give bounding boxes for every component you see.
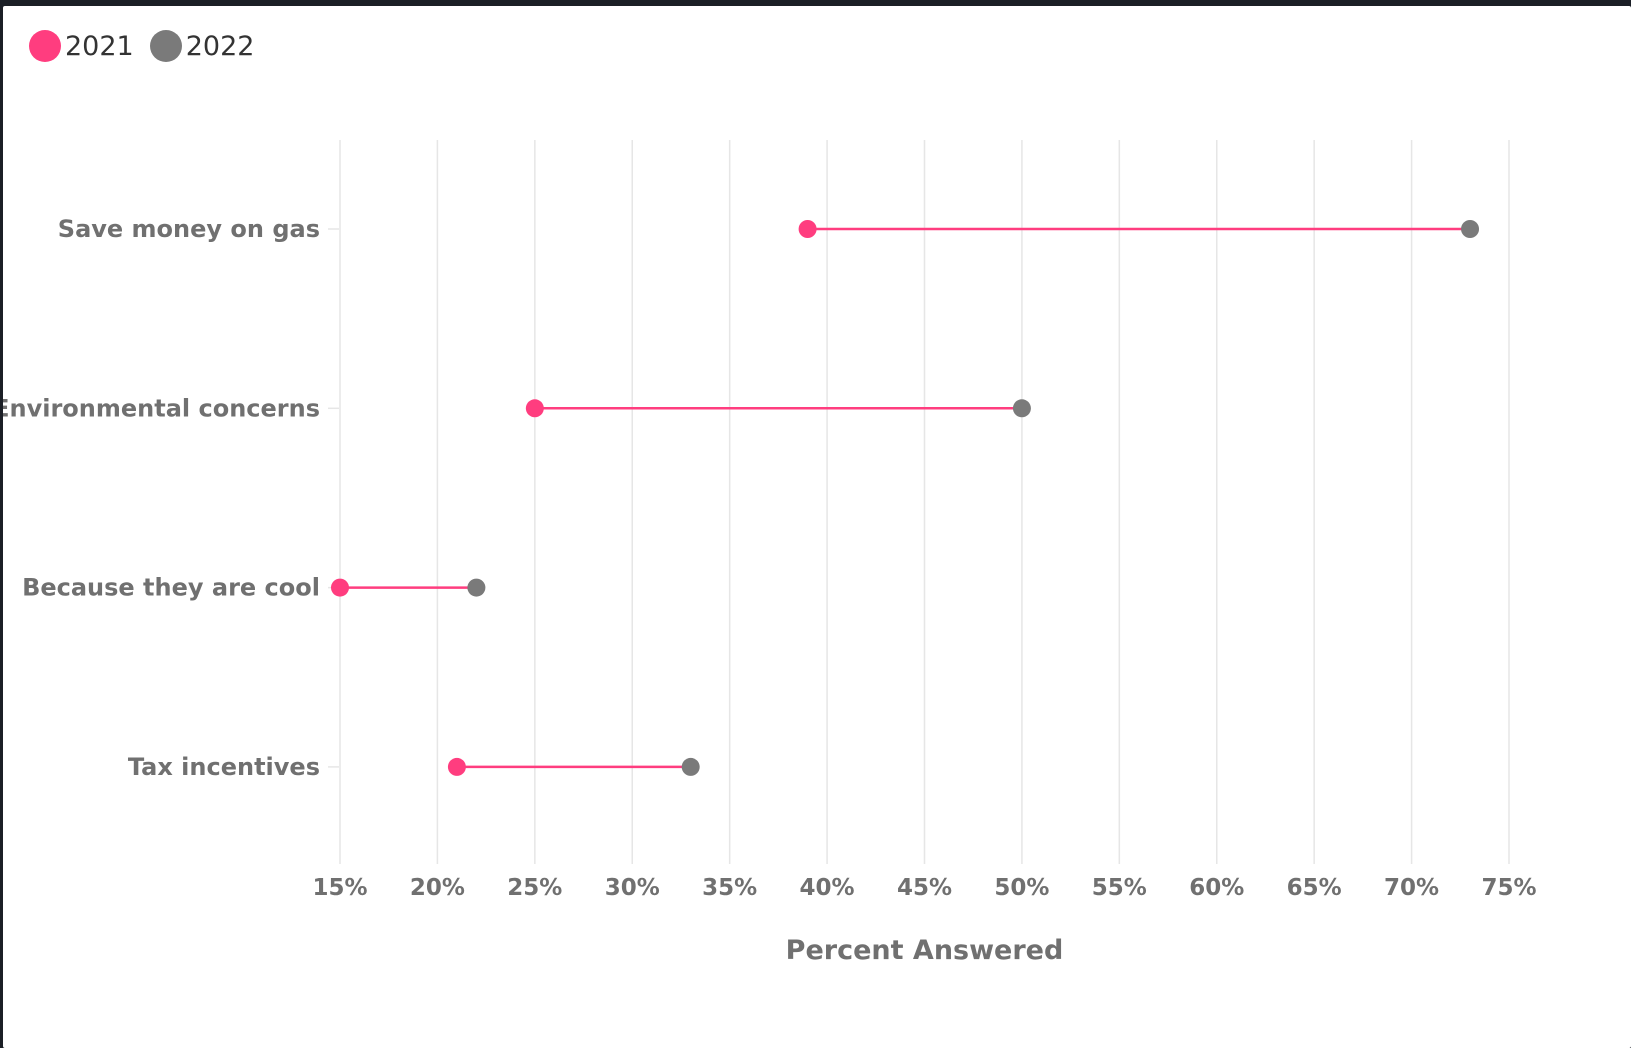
x-axis-ticks: 15% 20% 25% 30% 35% 40% 45% 50% 55% 60% 65% 70% 75% (312, 875, 1536, 901)
x-tick-label: 60% (1189, 875, 1244, 901)
y-axis-categories: Save money on gas Environmental concerns B… (3, 215, 339, 781)
category-label: Because they are cool (22, 574, 320, 602)
x-tick-label: 40% (800, 875, 855, 901)
legend-dot-2021-icon (29, 30, 61, 62)
point-2021 (798, 220, 817, 238)
x-tick-label: 35% (702, 875, 757, 901)
legend-dot-2022-icon (149, 30, 182, 62)
data-marks (331, 220, 1480, 776)
x-tick-label: 65% (1287, 875, 1342, 901)
legend-item-2021[interactable]: 2021 (29, 30, 134, 62)
point-2021 (525, 399, 544, 418)
grid-lines (339, 140, 1510, 864)
point-2021 (331, 578, 349, 597)
x-tick-label: 50% (994, 875, 1049, 901)
category-label: Tax incentives (128, 753, 320, 781)
x-tick-label: 45% (897, 875, 952, 901)
x-tick-label: 20% (410, 875, 465, 901)
x-tick-label: 15% (312, 875, 367, 901)
x-tick-label: 75% (1481, 875, 1536, 901)
category-label: Save money on gas (58, 215, 320, 243)
legend: 2021 2022 (29, 30, 270, 62)
legend-item-2022[interactable]: 2022 (149, 30, 255, 62)
x-tick-label: 25% (507, 875, 562, 901)
x-tick-label: 55% (1092, 875, 1147, 901)
legend-label-2022: 2022 (185, 30, 255, 62)
chart-canvas: 2021 2022 15% 20% 25% 30% 35% 40% 45% 50% 55% 60%… (3, 6, 1631, 1048)
dumbbell-chart: 15% 20% 25% 30% 35% 40% 45% 50% 55% 60% 65% 70% 75% … (3, 140, 1537, 966)
point-2021 (447, 757, 466, 776)
point-2022 (1012, 399, 1031, 418)
point-2022 (467, 578, 486, 597)
point-2022 (681, 757, 700, 776)
x-axis-title: Percent Answered (786, 935, 1064, 966)
point-2022 (1461, 220, 1480, 238)
legend-label-2021: 2021 (65, 30, 134, 62)
category-label: Environmental concerns (3, 394, 320, 422)
x-tick-label: 30% (605, 875, 660, 901)
x-tick-label: 70% (1384, 875, 1439, 901)
